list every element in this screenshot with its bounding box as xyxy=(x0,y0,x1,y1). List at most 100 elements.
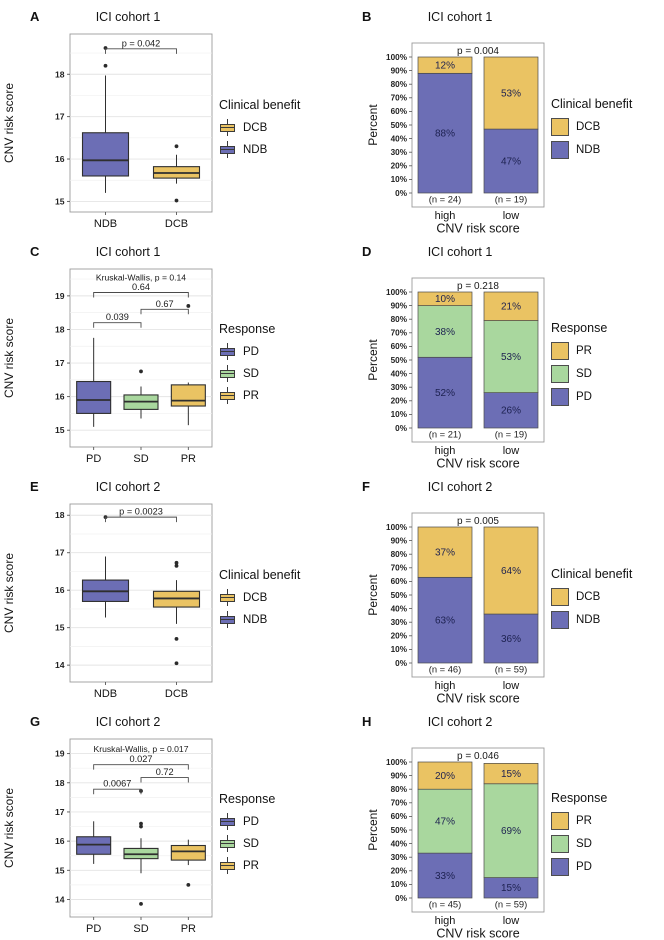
svg-text:PD: PD xyxy=(86,923,101,935)
svg-text:18: 18 xyxy=(55,69,65,79)
stacked-bar-chart: p = 0.0040%10%20%30%40%50%60%70%80%90%10… xyxy=(332,26,548,235)
legend-item: NDB xyxy=(551,141,661,159)
color-swatch-icon xyxy=(551,118,569,136)
svg-text:14: 14 xyxy=(55,894,65,904)
x-axis-title: CNV risk score xyxy=(436,692,519,706)
svg-text:15: 15 xyxy=(55,622,65,632)
svg-text:18: 18 xyxy=(55,324,65,334)
outlier-point xyxy=(139,821,143,825)
svg-text:SD: SD xyxy=(133,453,148,465)
legend-item: PR xyxy=(219,387,329,404)
svg-text:0.027: 0.027 xyxy=(130,754,153,764)
legend-title: Clinical benefit xyxy=(551,97,661,111)
bar-low: 15%69%15% xyxy=(484,763,538,898)
segment-percent-label: 38% xyxy=(435,327,455,338)
svg-text:18: 18 xyxy=(55,777,65,787)
legend-title: Clinical benefit xyxy=(219,98,329,112)
legend-item: DCB xyxy=(219,119,329,136)
panel-e-header: E ICI cohort 2 xyxy=(0,470,332,496)
svg-text:19: 19 xyxy=(55,290,65,300)
legend-title: Response xyxy=(219,322,329,336)
y-axis-title: Percent xyxy=(366,809,380,851)
legend-item: NDB xyxy=(551,611,661,629)
panel-title: ICI cohort 1 xyxy=(354,245,566,259)
svg-text:60%: 60% xyxy=(391,577,408,586)
y-axis: 0%10%20%30%40%50%60%70%80%90%100% xyxy=(386,53,412,198)
legend-title: Clinical benefit xyxy=(551,567,661,581)
p-value-label: p = 0.218 xyxy=(457,281,499,292)
y-axis: 15 16 17 18 19 xyxy=(55,290,70,434)
legend-label: DCB xyxy=(243,122,267,134)
outlier-point xyxy=(175,198,179,202)
svg-text:80%: 80% xyxy=(391,315,408,324)
svg-text:30%: 30% xyxy=(391,383,408,392)
legend-label: SD xyxy=(576,368,592,380)
svg-text:SD: SD xyxy=(133,923,148,935)
svg-text:30%: 30% xyxy=(391,618,408,627)
svg-text:0%: 0% xyxy=(395,659,408,668)
svg-text:90%: 90% xyxy=(391,66,408,75)
segment-percent-label: 36% xyxy=(501,634,521,645)
n-label: (n = 59) xyxy=(495,899,528,910)
legend: Response PD SD PR xyxy=(219,322,329,409)
boxplot-key-icon xyxy=(219,365,236,382)
svg-text:30%: 30% xyxy=(391,148,408,157)
legend-label: PD xyxy=(576,391,592,403)
svg-text:16: 16 xyxy=(55,391,65,401)
panel-f-header: F ICI cohort 2 xyxy=(332,470,664,496)
y-axis-title: CNV risk score xyxy=(2,552,16,632)
panel-a-header: A ICI cohort 1 xyxy=(0,0,332,26)
legend-label: DCB xyxy=(576,591,600,603)
svg-text:0.039: 0.039 xyxy=(106,312,129,322)
kruskal-wallis-label: Kruskal-Wallis, p = 0.14 xyxy=(96,272,186,282)
outlier-point xyxy=(175,560,179,564)
legend-item: SD xyxy=(551,365,661,383)
svg-text:15: 15 xyxy=(55,196,65,206)
svg-text:15: 15 xyxy=(55,425,65,435)
color-swatch-icon xyxy=(551,611,569,629)
segment-percent-label: 15% xyxy=(501,769,521,780)
svg-text:50%: 50% xyxy=(391,121,408,130)
outlier-point xyxy=(175,661,179,665)
svg-text:20%: 20% xyxy=(391,632,408,641)
svg-text:p = 0.042: p = 0.042 xyxy=(122,38,161,48)
svg-text:DCB: DCB xyxy=(165,218,188,230)
x-axis-title: CNV risk score xyxy=(436,457,519,471)
svg-text:NDB: NDB xyxy=(94,688,117,700)
svg-text:10%: 10% xyxy=(391,880,408,889)
legend-label: PR xyxy=(243,390,259,402)
svg-text:100%: 100% xyxy=(386,523,408,532)
segment-percent-label: 15% xyxy=(501,883,521,894)
svg-text:16: 16 xyxy=(55,836,65,846)
legend-label: PR xyxy=(243,860,259,872)
svg-text:10%: 10% xyxy=(391,410,408,419)
svg-text:17: 17 xyxy=(55,358,65,368)
legend-item: DCB xyxy=(551,118,661,136)
legend-label: SD xyxy=(576,838,592,850)
outlier-point xyxy=(175,144,179,148)
outlier-point xyxy=(175,637,179,641)
segment-percent-label: 53% xyxy=(501,352,521,363)
n-label: (n = 24) xyxy=(429,194,462,205)
svg-text:PD: PD xyxy=(86,453,101,465)
x-tick-label: low xyxy=(503,680,520,692)
n-label: (n = 19) xyxy=(495,429,528,440)
x-tick-label: low xyxy=(503,915,520,927)
svg-text:80%: 80% xyxy=(391,785,408,794)
n-label: (n = 19) xyxy=(495,194,528,205)
legend-label: SD xyxy=(243,368,259,380)
svg-text:0%: 0% xyxy=(395,894,408,903)
boxplot-key-icon xyxy=(219,813,236,830)
